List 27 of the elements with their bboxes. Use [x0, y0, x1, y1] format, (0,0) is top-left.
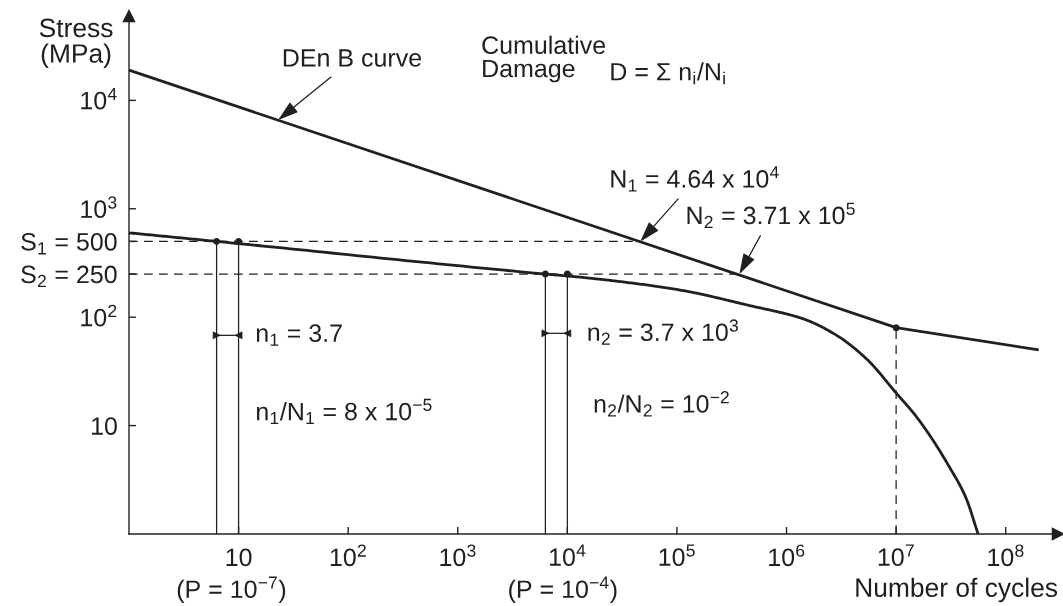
x-axis-title: Number of cycles: [856, 577, 1058, 603]
annotation: n$_{2}$/N$_{2}$ = 10$^{−2}$: [594, 391, 729, 417]
annotation: D = Σ n$_{i}$/N$_{i}$: [611, 62, 725, 85]
y-tick-label: 10$^{2}$: [81, 304, 117, 327]
x-tick-label: 10$^{6}$: [769, 544, 805, 567]
x-tick-label: 10$^{2}$: [330, 544, 366, 567]
annotation: N$_{1}$ = 4.64 x 10$^{4}$: [611, 166, 779, 192]
annotation: n$_{1}$/N$_{1}$ = 8 x 10$^{−5}$: [257, 398, 432, 425]
x-tick-label: 10$^{3}$: [440, 544, 476, 567]
annotation: DEn B curve: [283, 49, 422, 67]
annotation: Cumulative Damage: [482, 35, 606, 83]
y-tick-label: 10$^{4}$: [81, 87, 117, 110]
y-tick-label: 10: [91, 417, 117, 435]
text: (P = 10$^{−4}$): [509, 576, 617, 604]
annotation: n$_{1}$ = 3.7: [256, 324, 342, 346]
y-tick-label: 10$^{3}$: [81, 196, 117, 219]
x-tick-label: 10$^{4}$: [550, 544, 586, 566]
x-tick-label: 10: [226, 548, 252, 567]
y-axis-title: Stress (MPa): [39, 18, 113, 68]
x-tick-label: 10$^{8}$: [988, 544, 1024, 567]
x-tick-label: 10$^{5}$: [659, 544, 695, 566]
y-tick-label: S$_{1}$ = 500: [21, 232, 117, 255]
x-tick-label: 10$^{7}$: [878, 544, 914, 566]
annotation: n$_{2}$ = 3.7 x 10$^{3}$: [588, 319, 738, 345]
annotation: N$_{2}$ = 3.71 x 10$^{5}$: [687, 202, 855, 229]
text: (P = 10$^{−7}$): [177, 576, 286, 604]
y-tick-label: S$_{2}$ = 250: [21, 265, 117, 288]
